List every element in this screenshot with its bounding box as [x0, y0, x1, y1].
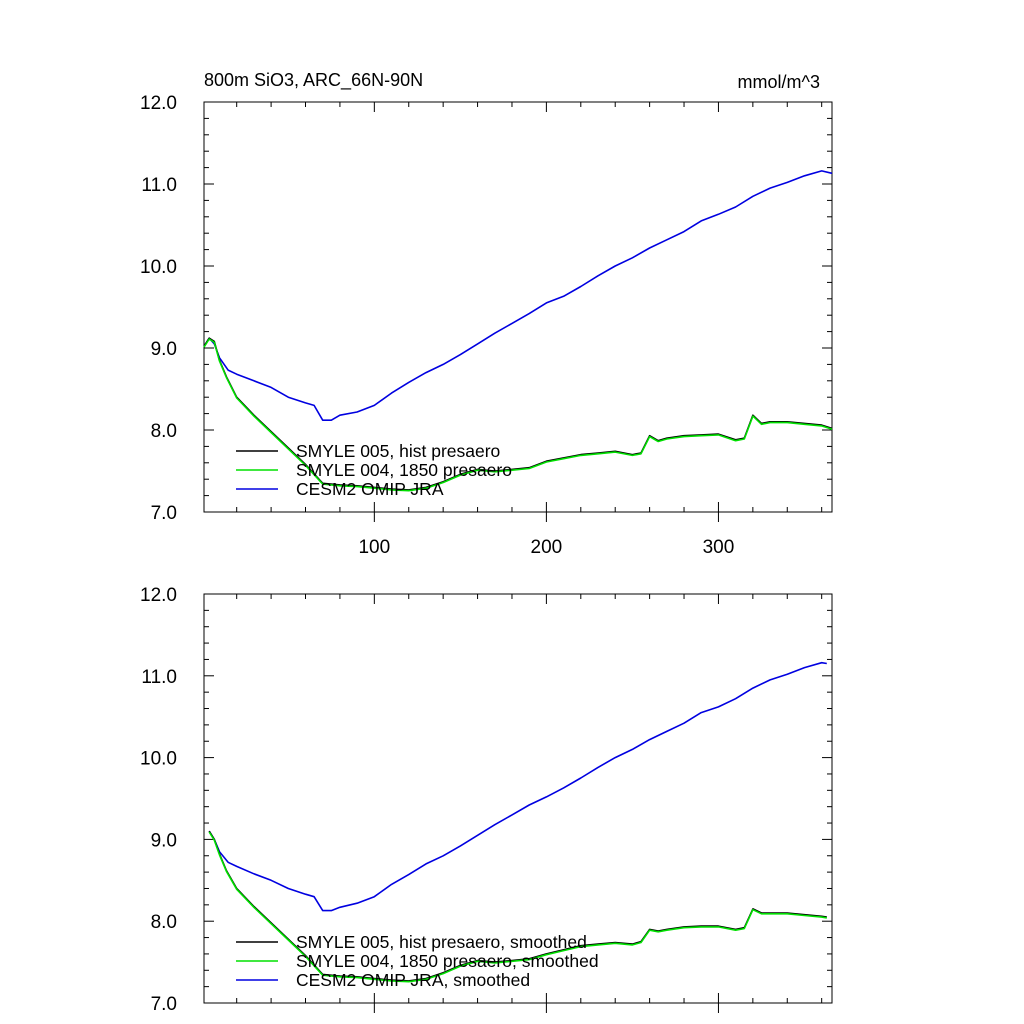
y-tick-label: 11.0: [141, 667, 177, 688]
y-tick-label: 10.0: [140, 257, 177, 278]
y-tick-label: 7.0: [151, 994, 177, 1015]
chart-title: 800m SiO3, ARC_66N-90N: [204, 70, 423, 91]
series-line-3: [208, 661, 827, 912]
legend-label: SMYLE 005, hist presaero, smoothed: [296, 932, 587, 952]
series-line-3: [203, 170, 833, 422]
x-tick-label: 100: [358, 537, 390, 558]
x-tick-label: 200: [531, 537, 563, 558]
y-tick-label: 10.0: [140, 749, 177, 770]
y-tick-label: 12.0: [140, 585, 177, 606]
plot-panel-1: 7.0 8.0 9.0 10.0 11.0 12.0 100 200 300 800m SiO3,…: [140, 70, 833, 558]
legend-label: CESM2 OMIP JRA, smoothed: [296, 970, 530, 990]
legend-label: SMYLE 005, hist presaero: [296, 441, 500, 461]
y-tick-label: 12.0: [140, 93, 177, 114]
legend-label: CESM2 OMIP JRA: [296, 479, 444, 499]
series-line-2: [203, 338, 833, 492]
plot-frame: [203, 593, 833, 1004]
y-tick-label: 8.0: [151, 421, 177, 442]
y-tick-label: 9.0: [151, 830, 177, 851]
x-tick-label: 300: [703, 537, 735, 558]
y-tick-label: 9.0: [151, 339, 177, 360]
plot-panel-2: 7.0 8.0 9.0 10.0 11.0 12.0 SMYLE 005, hist pre…: [140, 585, 833, 1015]
legend-label: SMYLE 004, 1850 presaero: [296, 460, 512, 480]
y-tick-label: 8.0: [151, 912, 177, 933]
units-label: mmol/m^3: [738, 72, 820, 92]
y-tick-label: 7.0: [151, 503, 177, 524]
series-line-2: [208, 831, 827, 983]
y-tick-label: 11.0: [141, 175, 177, 196]
legend-label: SMYLE 004, 1850 presaero, smoothed: [296, 951, 599, 971]
plot-frame: [203, 101, 833, 513]
